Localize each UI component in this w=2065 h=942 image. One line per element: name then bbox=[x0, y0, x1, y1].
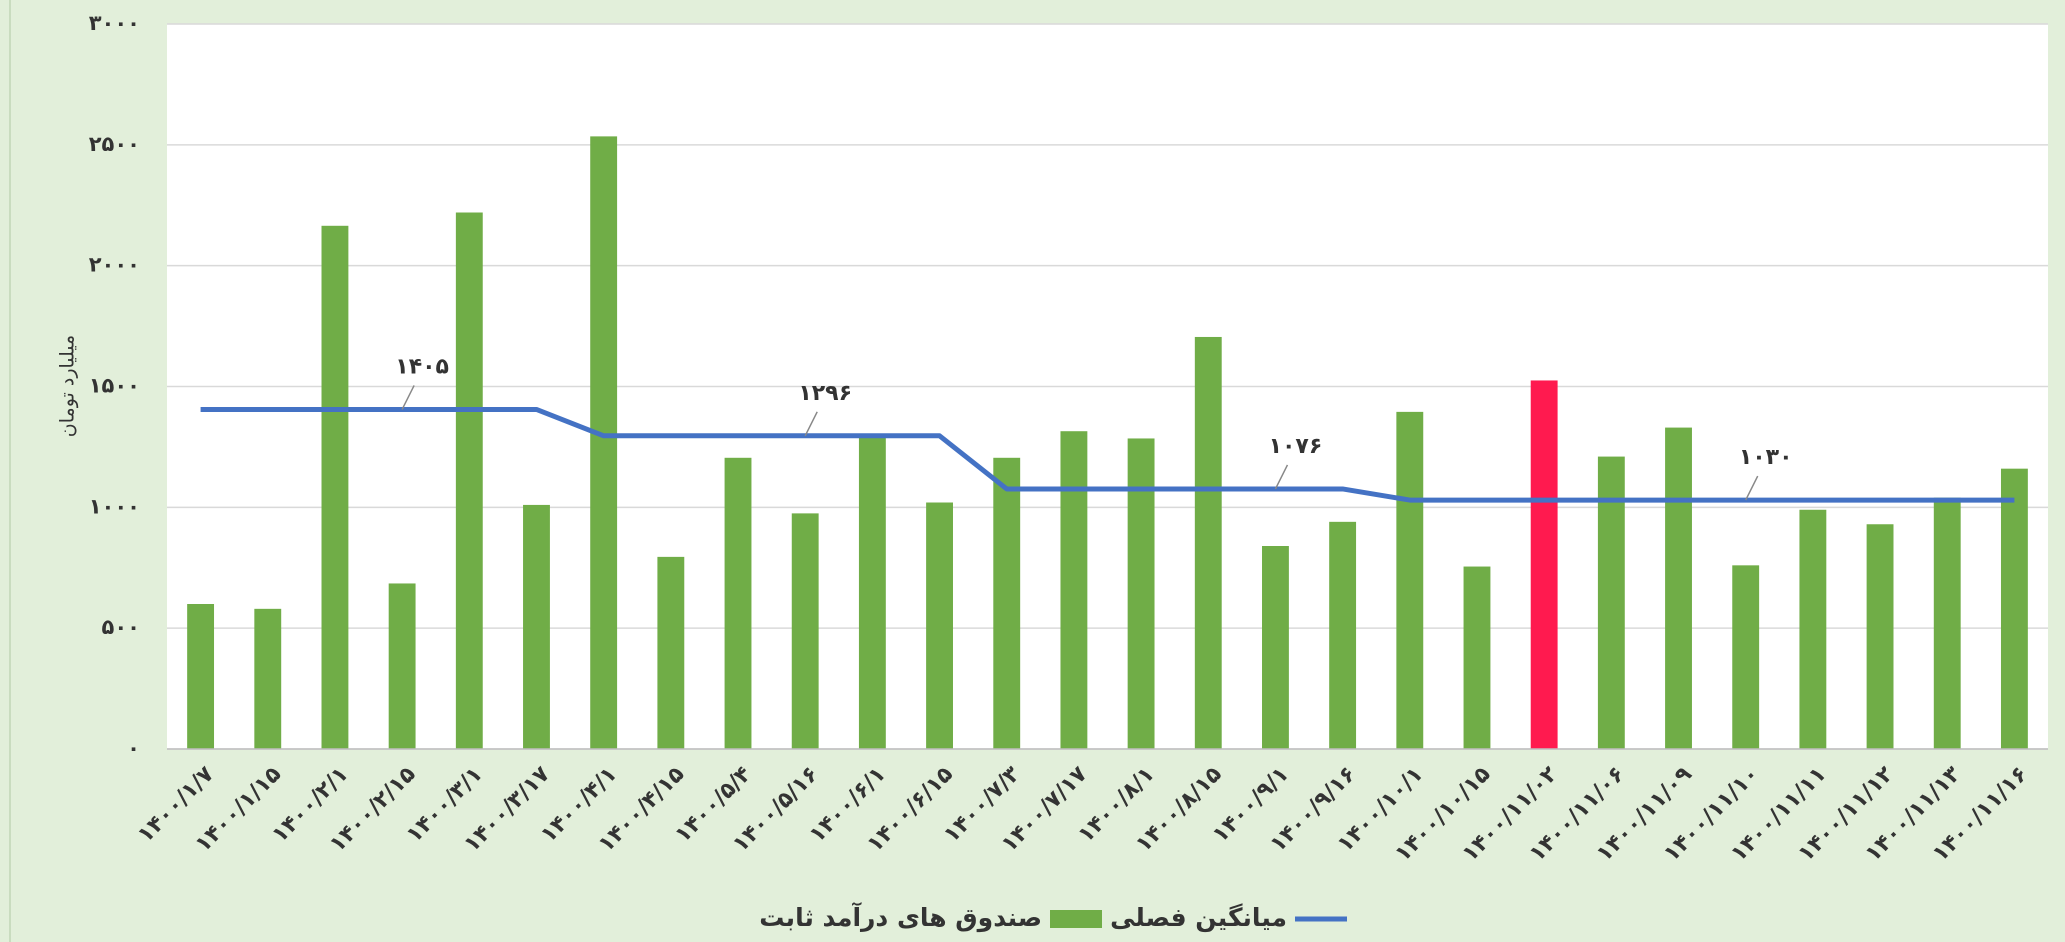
legend-label: میانگین فصلی bbox=[1110, 903, 1287, 933]
bar bbox=[1933, 497, 1961, 749]
bar bbox=[1530, 380, 1558, 749]
y-tick-label: ۵۰۰ bbox=[102, 615, 140, 639]
bar bbox=[1463, 566, 1491, 749]
line bbox=[200, 406, 2015, 503]
bar bbox=[1866, 524, 1894, 749]
bar bbox=[993, 457, 1021, 749]
leader-line bbox=[401, 385, 415, 410]
bar bbox=[858, 434, 886, 749]
bar bbox=[254, 608, 282, 749]
y-tick-label: ۲۵۰۰ bbox=[89, 132, 140, 156]
data-label: ۱۰۳۰ bbox=[1739, 445, 1793, 470]
legend-swatch bbox=[1050, 910, 1102, 928]
data-label: ۱۰۷۶ bbox=[1269, 434, 1323, 459]
data-label: ۱۴۰۵ bbox=[395, 354, 449, 379]
bar bbox=[1262, 546, 1289, 749]
y-tick-label: ۰ bbox=[127, 736, 140, 760]
bar bbox=[590, 136, 618, 749]
legend-label: صندوق های درآمد ثابت bbox=[759, 902, 1042, 933]
bar bbox=[791, 513, 819, 749]
bar bbox=[321, 225, 349, 749]
bar bbox=[1329, 521, 1357, 749]
bar bbox=[724, 457, 752, 749]
bar bbox=[657, 556, 685, 749]
bar bbox=[455, 212, 483, 749]
bar bbox=[388, 583, 416, 749]
y-tick-label: ۱۵۰۰ bbox=[89, 374, 140, 398]
data-label: ۱۲۹۶ bbox=[798, 381, 852, 406]
bar bbox=[1060, 431, 1088, 749]
bar bbox=[1597, 456, 1625, 749]
bar bbox=[1665, 427, 1692, 749]
bar bbox=[1396, 411, 1424, 749]
leader-line bbox=[1745, 475, 1759, 501]
bar bbox=[187, 604, 215, 749]
bar bbox=[1194, 336, 1222, 749]
bar bbox=[1799, 509, 1827, 749]
y-tick-label: ۲۰۰۰ bbox=[89, 253, 140, 277]
bar bbox=[1732, 565, 1760, 749]
y-tick-label: ۱۰۰۰ bbox=[89, 494, 140, 518]
bar bbox=[926, 502, 953, 749]
leader-line bbox=[804, 411, 818, 437]
bar bbox=[1127, 438, 1155, 749]
bar bbox=[523, 504, 550, 749]
y-axis-label: میلیارد تومان bbox=[57, 335, 79, 437]
bar bbox=[2000, 468, 2028, 749]
leader-line bbox=[1274, 464, 1289, 490]
y-tick-label: ۳۰۰۰ bbox=[89, 11, 140, 35]
